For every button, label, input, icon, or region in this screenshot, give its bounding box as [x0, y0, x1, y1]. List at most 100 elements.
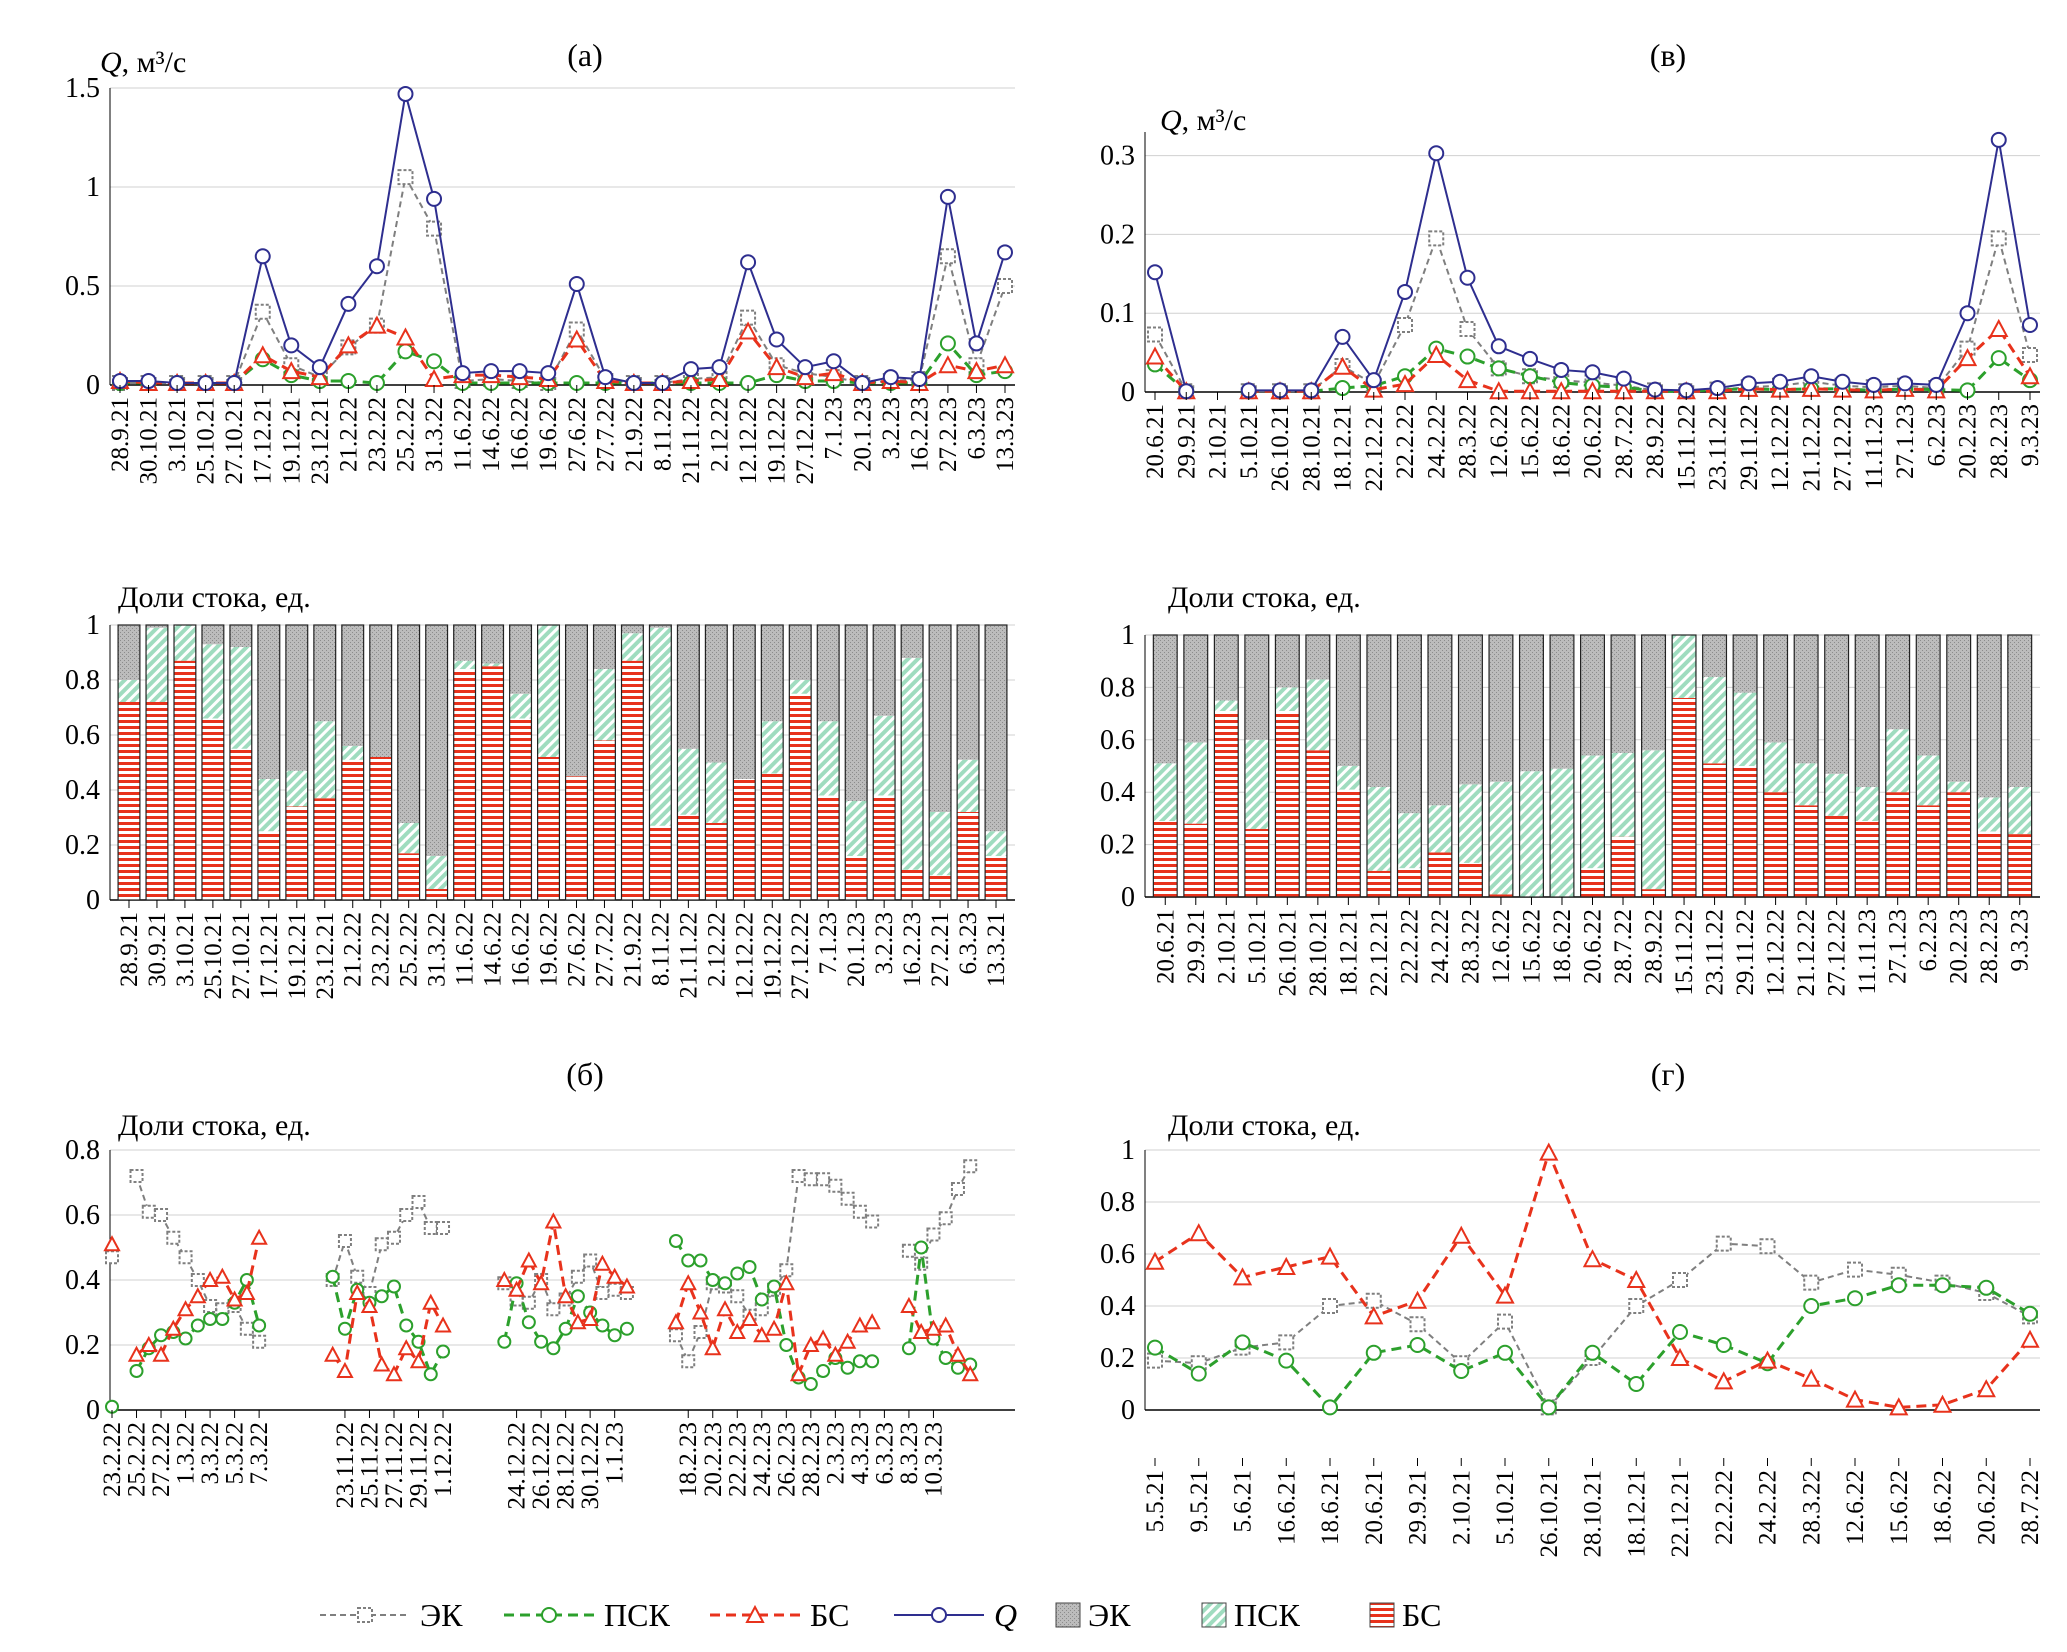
x-tick-label: 26.2.23 [773, 1422, 800, 1497]
point-bs [826, 1345, 845, 1362]
point-psk [436, 1344, 451, 1359]
point-bs [1957, 347, 1978, 367]
x-tick-label: 21.2.22 [335, 397, 362, 472]
axes-a_bars: 0 0.2 0.4 0.6 0.8 1 28.9.21 30.9.21 3.10.21 25.10… [65, 610, 1015, 1000]
point-psk [767, 1279, 782, 1294]
bar-psk [761, 721, 784, 774]
bar-bs [985, 856, 1007, 900]
x-tick-label: 15.11.22 [1671, 909, 1698, 996]
x-tick-label: 28.2.23 [798, 1422, 825, 1497]
bar-ek [2007, 635, 2032, 787]
point-q [340, 295, 357, 312]
point-psk [938, 1351, 953, 1365]
point-bs [213, 1267, 232, 1284]
point-q [1615, 370, 1632, 387]
bar-ek [1702, 635, 1727, 677]
point-ek [693, 1325, 708, 1339]
point-bs [238, 1283, 256, 1300]
x-tick-label: 27.12.22 [1830, 404, 1857, 492]
point-bs [863, 1313, 881, 1330]
point-bs [1932, 1394, 1953, 1413]
bar-bs [1336, 789, 1361, 897]
y-tick-label: 1 [1121, 620, 1135, 651]
point-psk [840, 1360, 855, 1375]
series-bs [103, 1212, 979, 1382]
x-tick-label: 24.2.22 [1423, 404, 1450, 479]
point-bs [802, 1335, 820, 1352]
x-tick-label: 21.12.22 [1793, 909, 1820, 997]
point-bs [995, 355, 1015, 374]
point-psk [190, 1318, 205, 1333]
point-q [397, 85, 414, 102]
bar-bs [313, 798, 336, 900]
x-tick-label: 27.1.23 [1892, 404, 1919, 479]
bar-ek [1916, 635, 1941, 756]
x-tick-label: 31.3.22 [424, 912, 451, 987]
x-tick-label: 28.2.23 [1986, 404, 2013, 479]
bar-bs [1428, 852, 1452, 897]
point-ek [583, 1253, 598, 1268]
point-bs [1757, 1350, 1778, 1369]
bar-bs [1153, 821, 1178, 897]
x-tick-label: 20.6.21 [1152, 909, 1179, 984]
x-tick-label: 7.3.22 [246, 1422, 273, 1485]
point-bs [1976, 1379, 1996, 1398]
point-psk [411, 1334, 426, 1349]
point-bs [738, 321, 758, 340]
x-tick-label: 2.10.21 [1205, 404, 1232, 479]
bar-bs [229, 748, 252, 900]
x-tick-label: 18.6.22 [1548, 404, 1575, 479]
x-tick-label: 2.10.21 [1448, 1470, 1475, 1545]
point-bs [556, 1287, 575, 1304]
bar-bs [677, 814, 700, 900]
point-bs [385, 1365, 403, 1382]
x-tick-label: 28.10.21 [1298, 404, 1325, 492]
point-ek [1365, 1292, 1382, 1309]
point-bs [1626, 1269, 1646, 1288]
x-tick-label: 15.6.22 [1518, 909, 1545, 984]
x-tick-label: 2.12.22 [703, 912, 730, 987]
point-q [1740, 375, 1757, 392]
point-ek [950, 1182, 965, 1196]
point-psk [546, 1341, 561, 1356]
axes-b_bars: 0 0.2 0.4 0.6 0.8 1 20.6.21 29.9.21 2.10.21 5.10.… [1100, 620, 2040, 997]
point-psk [1672, 1324, 1688, 1340]
bar-bs [1885, 792, 1910, 897]
bar-ek [1519, 635, 1544, 772]
point-q [1897, 375, 1913, 392]
point-psk [1540, 1399, 1557, 1416]
point-bs [838, 1332, 857, 1349]
x-tick-label: 27.10.21 [221, 397, 248, 485]
bar-ek [1244, 635, 1269, 740]
bar-psk [1580, 755, 1605, 869]
x-tick-label: 20.6.22 [1580, 404, 1607, 479]
point-bs [1407, 1290, 1428, 1309]
legend-label: ЭК [1088, 1597, 1131, 1633]
point-ek [154, 1208, 169, 1222]
bar-bs [257, 831, 280, 900]
point-q [1990, 131, 2007, 148]
point-bs [395, 327, 416, 346]
point-bs [324, 1345, 342, 1362]
point-bs [250, 1228, 268, 1245]
y-tick-label: 1 [86, 610, 100, 641]
x-tick-label: 28.10.21 [1580, 1470, 1607, 1558]
y-tick-label: 0.5 [65, 271, 100, 302]
point-bs [338, 335, 359, 354]
point-ek [1322, 1298, 1338, 1314]
x-tick-label: 3.2.23 [871, 912, 898, 975]
point-psk [570, 1289, 585, 1304]
bar-psk [537, 625, 560, 757]
bar-ek [873, 625, 896, 716]
point-bs [1495, 1285, 1515, 1304]
point-bs [789, 1365, 808, 1382]
bar-psk [118, 680, 140, 702]
x-tick-label: 22.12.21 [1361, 404, 1388, 492]
point-q [797, 359, 814, 376]
point-bs [704, 1339, 722, 1356]
x-tick-label: 20.2.23 [1946, 909, 1973, 984]
x-tick-label: 30.10.21 [136, 397, 163, 485]
point-psk [754, 1292, 769, 1307]
point-psk [178, 1331, 193, 1346]
bar-bs [901, 869, 924, 900]
